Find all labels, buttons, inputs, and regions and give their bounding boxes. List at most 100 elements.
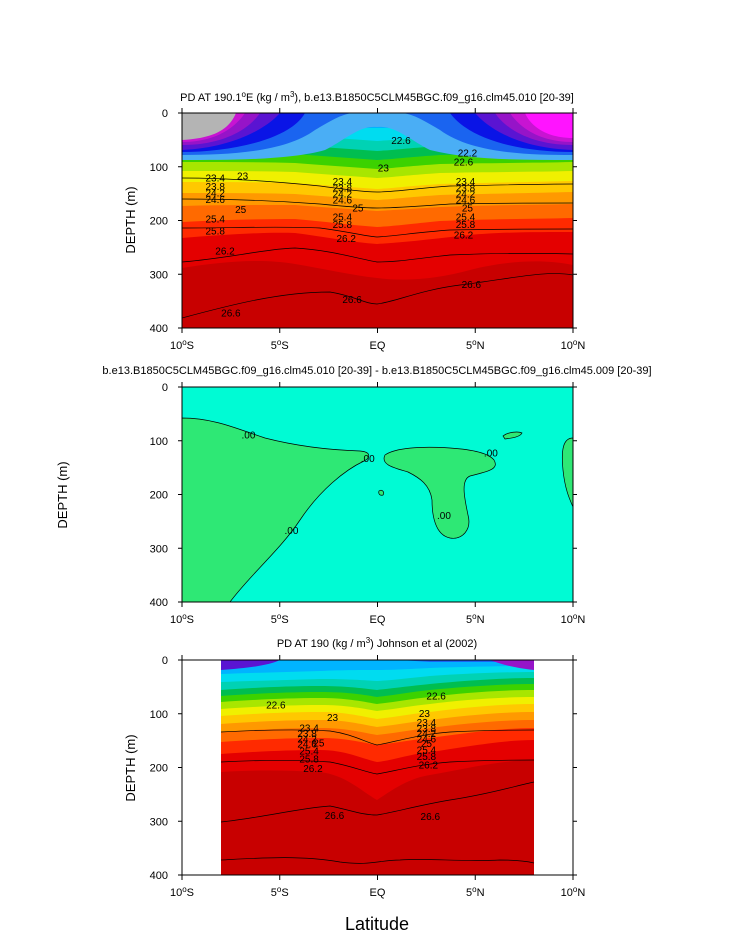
contour-label: 24.2	[456, 190, 476, 201]
x-tick-label: 10oN	[561, 885, 586, 899]
contour-label: 23.8	[206, 182, 226, 193]
y-tick-label: 400	[150, 870, 168, 882]
x-tick-label: EQ	[370, 614, 386, 626]
contour-label: 26.2	[419, 760, 439, 771]
contour-label: 25	[352, 204, 364, 215]
y-tick-label: 300	[150, 816, 168, 828]
contour-label: .00	[484, 449, 498, 460]
panel-3: PD AT 190 (kg / m3) Johnson et al (2002)	[123, 636, 585, 899]
contour-label: 26.6	[325, 811, 345, 822]
contour-label: 23.4	[299, 723, 319, 734]
panel-3-title: PD AT 190 (kg / m3) Johnson et al (2002)	[277, 636, 477, 650]
x-tick-label: 10oS	[170, 612, 194, 626]
panel-2-contour-labels: .00 .00 .00 .00 .00	[242, 430, 499, 537]
contour-label: 25.4	[417, 745, 437, 756]
y-tick-label: 400	[150, 597, 168, 609]
x-tick-label: 5oS	[271, 338, 289, 352]
panel-2-ylabel: DEPTH (m)	[55, 461, 70, 528]
panel-2-positive-region-south	[182, 417, 370, 602]
contour-label: 26.2	[215, 247, 235, 258]
contour-label: 22.6	[454, 157, 474, 168]
x-tick-label: 5oS	[271, 885, 289, 899]
contour-label: 24.2	[297, 735, 317, 746]
contour-label: 25.8	[456, 220, 476, 231]
y-tick-label: 400	[150, 323, 168, 335]
contour-label: 24.6	[417, 735, 437, 746]
contour-label: 24.6	[456, 196, 476, 207]
panel-1: PD AT 190.1oE (kg / m3), b.e13.B1850C5CL…	[123, 90, 585, 352]
contour-label: 25	[421, 739, 433, 750]
contour-label: .00	[285, 526, 299, 537]
contour-label: 23.4	[456, 177, 476, 188]
panel-2: b.e13.B1850C5CLM45BGC.f09_g16.clm45.010 …	[55, 365, 652, 626]
contour-label: 26.6	[221, 308, 241, 319]
panel-2-positive-region-blob	[502, 431, 523, 440]
contour-label: 24.6	[333, 196, 353, 207]
y-tick-label: 0	[162, 108, 168, 120]
x-tick-label: EQ	[370, 887, 386, 899]
contour-label: 22.6	[391, 136, 411, 147]
contour-label: 23	[237, 171, 249, 182]
contour-label: 23.8	[333, 183, 353, 194]
x-tick-label: 5oN	[466, 885, 485, 899]
panel-3-field	[182, 660, 573, 875]
contour-label: 26.2	[336, 234, 356, 245]
contour-label: 22.6	[266, 701, 286, 712]
contour-label: 25.4	[456, 212, 476, 223]
panel-2-positive-region-dot	[378, 490, 384, 496]
y-tick-label: 200	[150, 490, 168, 502]
contour-label: 25.4	[299, 746, 319, 757]
contour-label: 25.8	[333, 220, 353, 231]
contour-label: 24.2	[333, 190, 353, 201]
x-tick-label: 5oS	[271, 612, 289, 626]
contour-label: 26.6	[342, 295, 362, 306]
contour-label: 23.8	[297, 729, 317, 740]
contour-label: 25	[313, 738, 325, 749]
contour-label: .00	[437, 511, 451, 522]
contour-label: 22.6	[426, 692, 446, 703]
x-tick-label: 10oN	[561, 338, 586, 352]
contour-label: 25	[462, 204, 474, 215]
panel-2-positive-region-edge	[561, 437, 573, 508]
contour-label: 25.4	[206, 214, 226, 225]
x-tick-label: 5oN	[466, 612, 485, 626]
contour-label: 23.4	[333, 177, 353, 188]
y-tick-label: 100	[150, 162, 168, 174]
y-tick-label: 0	[162, 655, 168, 667]
y-tick-label: 100	[150, 436, 168, 448]
contour-label: 23.8	[417, 724, 437, 735]
contour-label: 26.2	[303, 764, 323, 775]
contour-label: 26.2	[454, 231, 474, 242]
panel-3-ylabel: DEPTH (m)	[123, 734, 138, 801]
panel-3-x-ticks: 10oS 5oS EQ 5oN 10oN	[170, 655, 585, 899]
y-tick-label: 100	[150, 709, 168, 721]
contour-label: 23	[327, 713, 339, 724]
panel-2-field	[182, 387, 573, 602]
contour-label: 25	[235, 205, 247, 216]
panel-2-x-ticks: 10oS 5oS EQ 5oN 10oN	[170, 382, 585, 626]
panel-1-title: PD AT 190.1oE (kg / m3), b.e13.B1850C5CL…	[180, 90, 574, 104]
contour-label: 24.2	[206, 189, 226, 200]
contour-label: 23.4	[417, 718, 437, 729]
x-tick-label: 10oS	[170, 885, 194, 899]
contour-label: 26.6	[421, 812, 441, 823]
y-tick-label: 0	[162, 382, 168, 394]
contour-label: .00	[361, 454, 375, 465]
contour-label: 24.6	[206, 195, 226, 206]
y-tick-label: 200	[150, 763, 168, 775]
contour-label: 25.4	[333, 212, 353, 223]
contour-label: 23	[419, 709, 431, 720]
contour-label: 25.8	[417, 752, 437, 763]
panel-1-y-ticks: 0 100 200 300 400	[150, 108, 577, 335]
contour-label: 25.8	[206, 226, 226, 237]
panel-1-x-ticks: 10oS 5oS EQ 5oN 10oN	[170, 108, 585, 352]
contour-label: 26.6	[462, 280, 482, 291]
panel-2-y-ticks: 0 100 200 300 400	[150, 382, 577, 609]
x-tick-label: EQ	[370, 340, 386, 352]
contour-label: 23.4	[206, 174, 226, 185]
x-tick-label: 10oN	[561, 612, 586, 626]
panel-1-ylabel: DEPTH (m)	[123, 186, 138, 253]
